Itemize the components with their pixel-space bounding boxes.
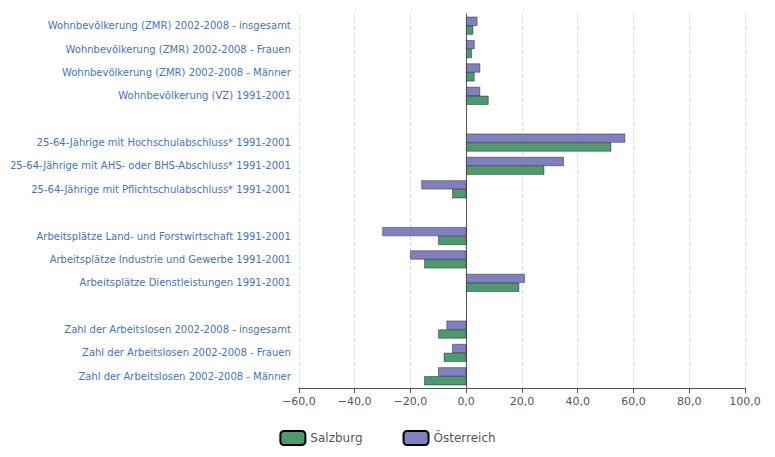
svg-text:Wohnbevölkerung (ZMR) 2002-200: Wohnbevölkerung (ZMR) 2002-2008 - Frauen — [66, 44, 291, 55]
svg-text:Salzburg: Salzburg — [310, 431, 362, 445]
svg-text:60,0: 60,0 — [621, 395, 646, 408]
svg-text:40,0: 40,0 — [565, 395, 590, 408]
svg-text:−20,0: −20,0 — [393, 395, 427, 408]
svg-text:Zahl der Arbeitslosen 2002-200: Zahl der Arbeitslosen 2002-2008 - insges… — [64, 324, 291, 335]
svg-text:−40,0: −40,0 — [338, 395, 372, 408]
svg-text:25-64-Jährige mit Hochschulabs: 25-64-Jährige mit Hochschulabschluss* 19… — [37, 137, 291, 148]
svg-text:100,0: 100,0 — [729, 395, 761, 408]
svg-text:Arbeitsplätze Land- und Forstw: Arbeitsplätze Land- und Forstwirtschaft … — [36, 231, 290, 242]
svg-text:Arbeitsplätze Industrie und Ge: Arbeitsplätze Industrie und Gewerbe 1991… — [50, 254, 291, 265]
svg-text:Zahl der Arbeitslosen 2002-200: Zahl der Arbeitslosen 2002-2008 - Männer — [78, 371, 291, 382]
svg-text:Zahl der Arbeitslosen 2002-200: Zahl der Arbeitslosen 2002-2008 - Frauen — [82, 347, 291, 358]
svg-text:Wohnbevölkerung (ZMR) 2002-200: Wohnbevölkerung (ZMR) 2002-2008 - insges… — [48, 20, 291, 31]
svg-text:20,0: 20,0 — [510, 395, 535, 408]
svg-text:80,0: 80,0 — [677, 395, 702, 408]
svg-text:Arbeitsplätze Dienstleistungen: Arbeitsplätze Dienstleistungen 1991-2001 — [80, 277, 291, 288]
svg-text:25-64-Jährige mit AHS- oder BH: 25-64-Jährige mit AHS- oder BHS-Abschlus… — [10, 160, 291, 171]
svg-text:Österreich: Österreich — [434, 429, 496, 445]
svg-text:0,0: 0,0 — [457, 395, 475, 408]
svg-text:−60,0: −60,0 — [282, 395, 316, 408]
svg-text:Wohnbevölkerung (VZ) 1991-2001: Wohnbevölkerung (VZ) 1991-2001 — [118, 90, 291, 101]
svg-text:Wohnbevölkerung (ZMR) 2002-200: Wohnbevölkerung (ZMR) 2002-2008 - Männer — [62, 67, 292, 78]
svg-text:25-64-Jährige mit Pflichtschul: 25-64-Jährige mit Pflichtschulabschluss*… — [31, 184, 291, 195]
